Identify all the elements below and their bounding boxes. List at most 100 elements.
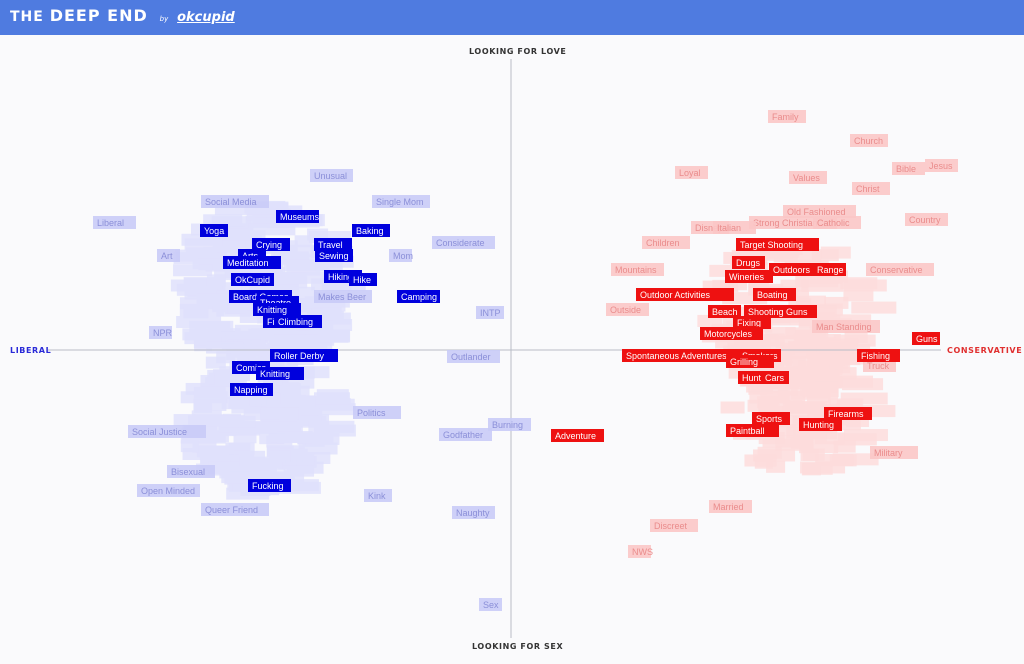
faded-tag-values[interactable]: Values [789,171,827,184]
deep-end-logo[interactable]: THE DEEP END by okcupid [10,6,235,25]
faded-tag-art[interactable]: Art [157,249,180,262]
faded-tag-bible[interactable]: Bible [892,162,925,175]
faded-tag-mountains[interactable]: Mountains [611,263,664,276]
tag-sports[interactable]: Sports [752,412,790,425]
faded-tag-makes-beer[interactable]: Makes Beer [314,290,372,303]
faded-tag-truck[interactable]: Truck [863,359,896,372]
faded-tag-considerate[interactable]: Considerate [432,236,495,249]
faded-tag-kink[interactable]: Kink [364,489,392,502]
tag-label: Boating [757,290,788,300]
tag-travel[interactable]: Travel [314,238,352,251]
faded-tag-outlander[interactable]: Outlander [447,350,500,363]
cloud-tag-box [820,246,851,259]
faded-tag-open-minded[interactable]: Open Minded [137,484,200,497]
faded-tag-politics[interactable]: Politics [353,406,401,419]
faded-tag-country[interactable]: Country [905,213,948,226]
tag-boating[interactable]: Boating [753,288,796,301]
tag-label: Knitting [260,369,290,379]
tag-outdoors[interactable]: Outdoors [769,263,817,276]
faded-tag-bisexual[interactable]: Bisexual [167,465,215,478]
tag-baking[interactable]: Baking [352,224,390,237]
tag-hike[interactable]: Hike [349,273,377,286]
tag-range[interactable]: Range [813,263,846,276]
faded-tag-liberal[interactable]: Liberal [93,216,136,229]
faded-tag-old-fashioned[interactable]: Old Fashioned [783,205,856,218]
tag-fucking[interactable]: Fucking [248,479,291,492]
tag-fishing[interactable]: Fishing [857,349,900,362]
tag-beach[interactable]: Beach [708,305,741,318]
tag-label: Roller Derby [274,351,325,361]
axis-label-top: LOOKING FOR LOVE [469,47,567,56]
faded-tag-sex[interactable]: Sex [479,598,502,611]
tag-box [761,371,789,384]
faded-tag-naughty[interactable]: Naughty [452,506,495,519]
faded-tag-single-mom[interactable]: Single Mom [372,195,430,208]
faded-tag-unusual[interactable]: Unusual [310,169,353,182]
tag-box [248,479,291,492]
tag-box [789,171,827,184]
tag-knitting[interactable]: Knitting [256,367,304,380]
tag-knitting[interactable]: Knitting [253,303,301,316]
tag-climbing[interactable]: Climbing [274,315,322,328]
tag-motorcycles[interactable]: Motorcycles [700,327,763,340]
faded-tag-man-standing[interactable]: Man Standing [812,320,880,333]
tag-camping[interactable]: Camping [397,290,440,303]
tag-outdoor-activities[interactable]: Outdoor Activities [636,288,734,301]
header-bar: THE DEEP END by okcupid [0,0,1024,35]
tag-label: Truck [867,361,890,371]
faded-tag-children[interactable]: Children [642,236,690,249]
faded-tag-nws[interactable]: NWS [628,545,653,558]
faded-tag-loyal[interactable]: Loyal [675,166,708,179]
faded-tag-intp[interactable]: INTP [476,306,504,319]
tag-box [912,332,940,345]
tag-shooting-guns[interactable]: Shooting Guns [744,305,817,318]
faded-tag-social-justice[interactable]: Social Justice [128,425,206,438]
tag-hunt[interactable]: Hunt [738,371,766,384]
tag-label: Catholic [817,218,850,228]
faded-tag-npr[interactable]: NPR [149,326,173,339]
tag-label: Museums [280,212,320,222]
tag-cars[interactable]: Cars [761,371,789,384]
tag-label: Meditation [227,258,269,268]
tag-meditation[interactable]: Meditation [223,256,281,269]
faded-tag-military[interactable]: Military [870,446,918,459]
tag-target-shooting[interactable]: Target Shooting [736,238,819,251]
tag-sewing[interactable]: Sewing [315,249,353,262]
tag-paintball[interactable]: Paintball [726,424,779,437]
tag-grilling[interactable]: Grilling [726,355,774,368]
faded-tag-jesus[interactable]: Jesus [925,159,958,172]
tag-okcupid[interactable]: OkCupid [231,273,274,286]
tag-guns[interactable]: Guns [912,332,940,345]
tag-hunting[interactable]: Hunting [799,418,842,431]
tag-wineries[interactable]: Wineries [725,270,773,283]
tag-fixing[interactable]: Fixing [733,316,771,329]
tag-adventure[interactable]: Adventure [551,429,604,442]
tag-crying[interactable]: Crying [252,238,290,251]
tag-napping[interactable]: Napping [230,383,273,396]
tag-museums[interactable]: Museums [276,210,320,223]
faded-tag-queer-friend[interactable]: Queer Friend [201,503,269,516]
tag-drugs[interactable]: Drugs [732,256,765,269]
faded-tag-outside[interactable]: Outside [606,303,649,316]
tag-firearms[interactable]: Firearms [824,407,872,420]
faded-tag-burning[interactable]: Burning [488,418,531,431]
faded-tag-social-media[interactable]: Social Media [201,195,269,208]
faded-tag-godfather[interactable]: Godfather [439,428,492,441]
tag-box [349,273,377,286]
tag-roller-derby[interactable]: Roller Derby [270,349,338,362]
faded-tag-family[interactable]: Family [768,110,806,123]
faded-tag-conservative[interactable]: Conservative [866,263,934,276]
tag-yoga[interactable]: Yoga [200,224,228,237]
tag-box [925,159,958,172]
faded-tag-italian[interactable]: Italian [713,221,756,234]
tag-box [726,424,779,437]
faded-tag-church[interactable]: Church [850,134,888,147]
faded-tag-discreet[interactable]: Discreet [650,519,698,532]
tag-label: INTP [480,308,501,318]
faded-tag-mom[interactable]: Mom [389,249,413,262]
faded-tag-catholic[interactable]: Catholic [813,216,861,229]
title-main: DEEP END [49,6,148,25]
faded-tag-christ[interactable]: Christ [852,182,890,195]
tag-spontaneous-adventures[interactable]: Spontaneous Adventures [622,349,740,362]
faded-tag-married[interactable]: Married [709,500,752,513]
